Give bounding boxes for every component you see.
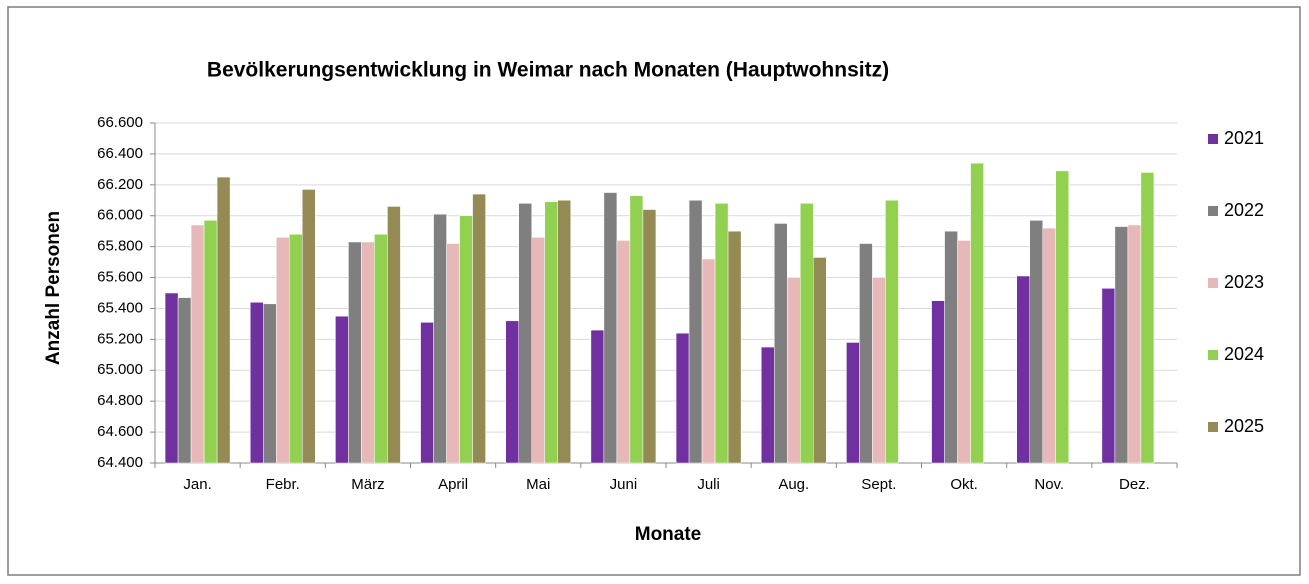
x-tick-label: Nov.	[1034, 476, 1064, 493]
bar	[289, 234, 303, 464]
bar	[787, 277, 801, 464]
bar	[931, 300, 945, 464]
legend-swatch	[1208, 206, 1218, 216]
bar	[335, 315, 349, 464]
y-tick-label: 66.200	[97, 176, 143, 193]
bar	[642, 209, 657, 464]
x-tick-label: April	[438, 476, 468, 493]
y-tick-label: 65.800	[97, 238, 143, 255]
y-tick-label: 65.200	[97, 330, 143, 347]
bar	[250, 302, 264, 464]
legend-swatch	[1208, 350, 1218, 360]
bar	[603, 192, 618, 464]
bar	[420, 322, 434, 464]
bar	[302, 189, 316, 464]
bar	[459, 215, 473, 464]
y-tick-label: 64.400	[97, 454, 143, 471]
x-tick-label: Jan.	[183, 476, 211, 493]
bar	[885, 200, 899, 464]
bar	[813, 257, 827, 464]
bar	[970, 162, 984, 464]
bar	[348, 241, 362, 464]
legend-swatch	[1208, 278, 1218, 288]
y-tick-label: 66.400	[97, 145, 143, 162]
y-tick-label: 66.000	[97, 207, 143, 224]
bar	[1114, 226, 1129, 464]
bar	[1029, 220, 1043, 464]
y-axis-title: Anzahl Personen	[43, 211, 64, 365]
bar	[164, 292, 179, 464]
x-tick-label: Dez.	[1119, 476, 1150, 493]
bar	[1055, 170, 1069, 464]
bar	[190, 224, 205, 464]
bar	[518, 203, 532, 464]
bar	[714, 203, 729, 464]
bar	[177, 297, 192, 464]
bar	[872, 277, 886, 464]
bar	[557, 200, 571, 464]
bar	[590, 329, 605, 464]
bar	[1042, 227, 1056, 464]
y-tick-label: 66.600	[97, 114, 143, 131]
bar	[800, 203, 814, 464]
x-tick-label: Mai	[526, 476, 550, 493]
legend-label: 2022	[1224, 200, 1264, 220]
y-tick-label: 64.800	[97, 392, 143, 409]
legend-swatch	[1208, 422, 1218, 432]
x-tick-label: März	[351, 476, 384, 493]
bar	[1016, 275, 1030, 464]
bar	[505, 320, 519, 464]
bar	[1127, 224, 1142, 464]
bar	[957, 240, 971, 464]
bar	[688, 200, 703, 464]
legend-swatch	[1208, 134, 1218, 144]
bar	[446, 243, 460, 464]
bar	[361, 241, 375, 464]
bar	[727, 230, 742, 464]
bar	[774, 223, 788, 464]
x-tick-label: Juli	[697, 476, 720, 493]
legend-label: 2023	[1224, 272, 1264, 292]
bar	[472, 193, 486, 464]
bar	[263, 303, 277, 464]
chart-title: Bevölkerungsentwicklung in Weimar nach M…	[207, 59, 889, 82]
bar	[629, 195, 644, 464]
bar	[374, 234, 388, 464]
bar	[761, 346, 775, 464]
bar	[203, 220, 218, 464]
x-tick-label: Okt.	[950, 476, 978, 493]
bar	[616, 240, 631, 464]
y-tick-label: 64.600	[97, 423, 143, 440]
bar	[216, 176, 231, 464]
bar	[387, 206, 401, 464]
bar	[701, 258, 716, 464]
y-tick-label: 65.400	[97, 299, 143, 316]
bar	[544, 201, 558, 464]
x-tick-label: Sept.	[861, 476, 896, 493]
legend-label: 2021	[1224, 128, 1264, 148]
x-tick-label: Juni	[610, 476, 638, 493]
bar	[675, 332, 690, 464]
y-tick-label: 65.000	[97, 361, 143, 378]
bar	[1101, 288, 1116, 464]
bar	[944, 230, 958, 464]
x-tick-label: Aug.	[778, 476, 809, 493]
bar	[859, 243, 873, 464]
bar	[1140, 172, 1155, 464]
x-tick-label: Febr.	[266, 476, 300, 493]
bar	[531, 237, 545, 464]
bar	[433, 213, 447, 464]
bar	[846, 342, 860, 464]
y-tick-label: 65.600	[97, 269, 143, 286]
legend-label: 2024	[1224, 344, 1264, 364]
x-axis-title: Monate	[635, 524, 702, 545]
legend-label: 2025	[1224, 416, 1264, 436]
bar	[276, 237, 290, 464]
